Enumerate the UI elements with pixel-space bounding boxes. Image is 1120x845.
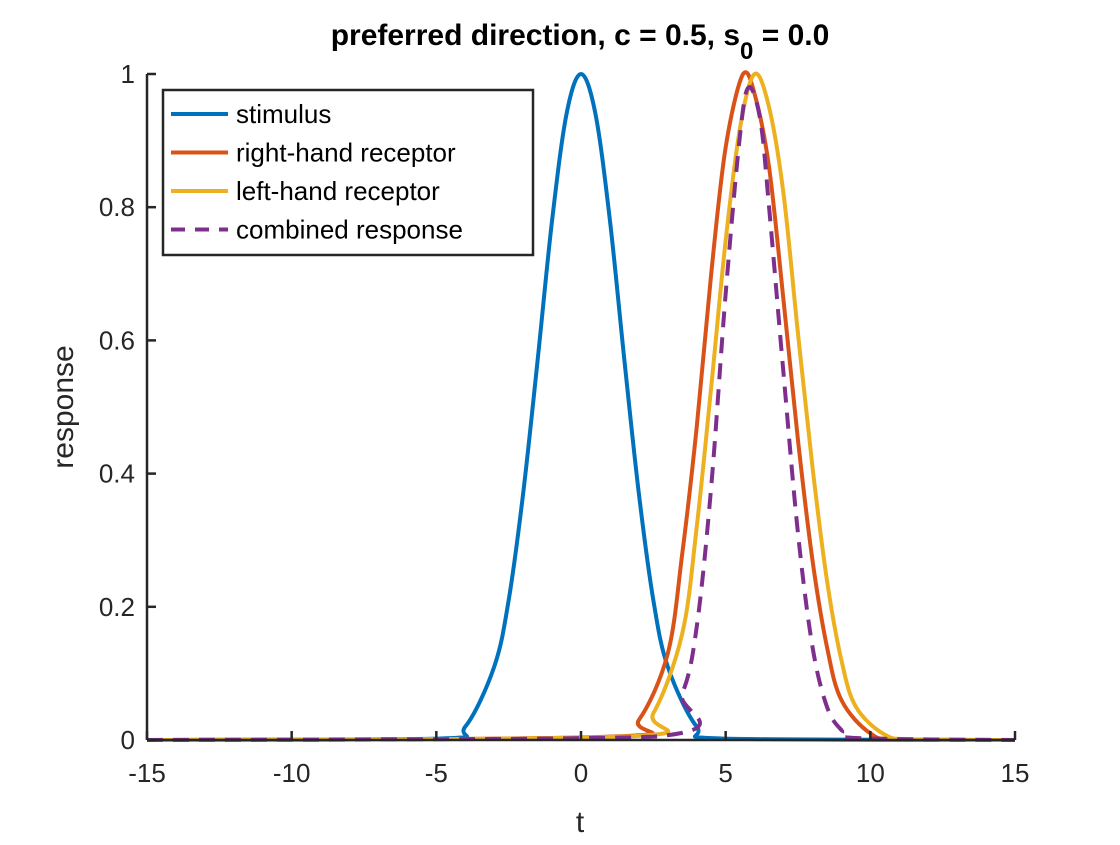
x-ticks-group: -15 -10 -5 0 5 10 15 <box>128 731 1029 788</box>
x-tick-label: -15 <box>128 758 166 788</box>
legend-label-3: left-hand receptor <box>236 176 440 206</box>
x-axis-label: t <box>576 806 585 839</box>
y-tick-label: 0 <box>121 725 135 755</box>
chart-title-main: preferred direction, c = 0.5, s <box>331 19 740 52</box>
y-axis-label: response <box>47 345 80 468</box>
legend-label-1: stimulus <box>236 99 331 129</box>
y-tick-label: 1 <box>121 59 135 89</box>
x-tick-label: 10 <box>856 758 885 788</box>
y-tick-label: 0.8 <box>99 192 135 222</box>
x-tick-label: 5 <box>718 758 732 788</box>
series-line-3 <box>146 71 1016 742</box>
y-tick-label: 0.4 <box>99 459 135 489</box>
chart-title-rest: = 0.0 <box>753 19 829 52</box>
series-line-2 <box>146 70 1016 742</box>
x-tick-label: -5 <box>425 758 448 788</box>
chart-title-subscript: 0 <box>740 38 753 65</box>
x-tick-label: 15 <box>1001 758 1030 788</box>
x-tick-label: -10 <box>273 758 311 788</box>
legend-label-2: right-hand receptor <box>236 138 456 168</box>
y-tick-label: 0.6 <box>99 325 135 355</box>
x-tick-label: 0 <box>574 758 588 788</box>
legend-label-4: combined response <box>236 215 463 245</box>
legend: stimulus right-hand receptor left-hand rec… <box>161 88 535 257</box>
series-line-1 <box>146 72 1016 742</box>
plot-series-group <box>146 70 1016 742</box>
y-ticks-group: 0 0.2 0.4 0.6 0.8 1 <box>99 59 156 755</box>
chart-title: preferred direction, c = 0.5, s0 = 0.0 <box>331 19 830 65</box>
y-tick-label: 0.2 <box>99 592 135 622</box>
series-line-4 <box>146 85 1016 742</box>
